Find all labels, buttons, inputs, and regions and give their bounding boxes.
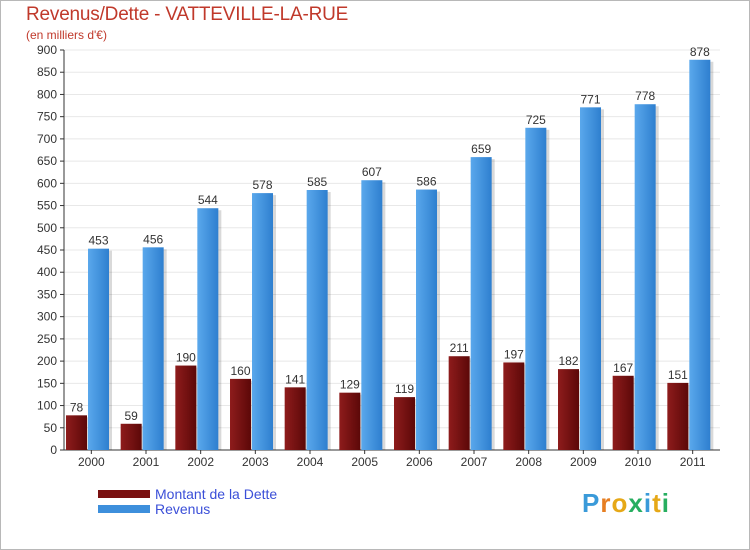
data-label-dette: 197: [504, 347, 524, 361]
y-tick-label: 300: [37, 310, 57, 324]
bar-revenus: [470, 157, 492, 450]
x-tick-label: 2005: [351, 455, 378, 469]
chart-subtitle: (en milliers d'€): [26, 28, 107, 42]
bar-dette: [394, 397, 415, 450]
x-tick-label: 2007: [461, 455, 488, 469]
y-tick-label: 450: [37, 243, 57, 257]
y-tick-label: 100: [37, 399, 57, 413]
bar-revenus: [197, 208, 219, 450]
data-label-revenus: 585: [307, 175, 327, 189]
bar-revenus: [142, 247, 164, 450]
data-label-dette: 78: [70, 400, 84, 414]
bar-dette: [612, 375, 634, 450]
y-tick-label: 150: [37, 376, 57, 390]
legend-label-revenus: Revenus: [155, 501, 211, 517]
y-tick-label: 750: [37, 110, 57, 124]
bar-dette: [503, 362, 525, 450]
x-tick-label: 2010: [625, 455, 652, 469]
y-tick-label: 550: [37, 199, 57, 213]
data-label-dette: 129: [340, 378, 360, 392]
legend-swatch-revenus: [98, 505, 150, 513]
bar-revenus: [525, 127, 547, 451]
bar-revenus: [580, 107, 601, 450]
data-label-dette: 59: [124, 409, 138, 423]
x-tick-label: 2006: [406, 455, 433, 469]
bar-dette: [120, 423, 142, 450]
legend-swatch-dette: [98, 490, 150, 498]
y-tick-label: 400: [37, 265, 57, 279]
bar-revenus: [88, 248, 109, 450]
bar-dette: [448, 356, 470, 450]
bar-revenus: [306, 190, 328, 450]
y-tick-label: 500: [37, 221, 57, 235]
bar-revenus: [252, 193, 273, 450]
data-label-dette: 160: [230, 364, 250, 378]
data-label-dette: 190: [176, 351, 196, 365]
data-label-dette: 119: [395, 382, 414, 396]
y-tick-label: 800: [37, 87, 57, 101]
data-label-revenus: 607: [362, 165, 382, 179]
y-tick-label: 900: [37, 43, 57, 57]
data-label-revenus: 725: [526, 113, 546, 127]
y-tick-label: 350: [37, 287, 57, 301]
bar-chart: 0 50 100 150 200 250 300 350 400 450 500 550 600 650 7…: [37, 43, 720, 469]
bar-dette: [284, 387, 306, 450]
y-tick-label: 250: [37, 332, 57, 346]
data-label-revenus: 453: [88, 234, 108, 248]
x-tick-label: 2011: [680, 455, 706, 469]
data-label-dette: 167: [613, 361, 633, 375]
chart-title: Revenus/Dette - VATTEVILLE-LA-RUE: [26, 4, 349, 25]
legend-label-dette: Montant de la Dette: [155, 486, 278, 502]
proxiti-logo: Proxiti: [582, 488, 670, 518]
data-label-dette: 151: [668, 368, 688, 382]
bar-revenus: [416, 189, 437, 451]
data-label-revenus: 878: [690, 45, 710, 59]
bar-dette: [175, 365, 197, 450]
bar-revenus: [634, 104, 656, 450]
data-label-dette: 141: [285, 372, 305, 386]
bar-revenus: [689, 59, 711, 451]
bar-dette: [558, 369, 579, 450]
bar-dette: [339, 392, 361, 450]
data-label-revenus: 578: [252, 178, 272, 192]
y-tick-label: 600: [37, 176, 57, 190]
data-label-revenus: 586: [416, 175, 436, 189]
bar-dette: [230, 378, 251, 450]
y-tick-label: 850: [37, 65, 57, 79]
data-label-revenus: 778: [635, 89, 655, 103]
bar-revenus: [361, 180, 383, 450]
data-label-revenus: 771: [580, 92, 600, 106]
data-label-revenus: 659: [471, 142, 491, 156]
y-tick-label: 0: [50, 443, 57, 457]
data-label-revenus: 456: [143, 232, 163, 246]
data-label-revenus: 544: [198, 193, 218, 207]
bar-dette: [66, 415, 87, 450]
x-tick-label: 2003: [242, 455, 269, 469]
x-tick-label: 2000: [78, 455, 105, 469]
x-tick-label: 2004: [297, 455, 324, 469]
x-tick-label: 2002: [187, 455, 214, 469]
x-tick-label: 2008: [515, 455, 542, 469]
x-tick-label: 2001: [133, 455, 160, 469]
x-tick-label: 2009: [570, 455, 597, 469]
y-tick-label: 200: [37, 354, 57, 368]
y-tick-label: 700: [37, 132, 57, 146]
data-label-dette: 182: [558, 354, 578, 368]
bar-dette: [667, 382, 689, 450]
y-tick-label: 650: [37, 154, 57, 168]
y-tick-label: 50: [44, 421, 58, 435]
data-label-dette: 211: [450, 341, 469, 355]
